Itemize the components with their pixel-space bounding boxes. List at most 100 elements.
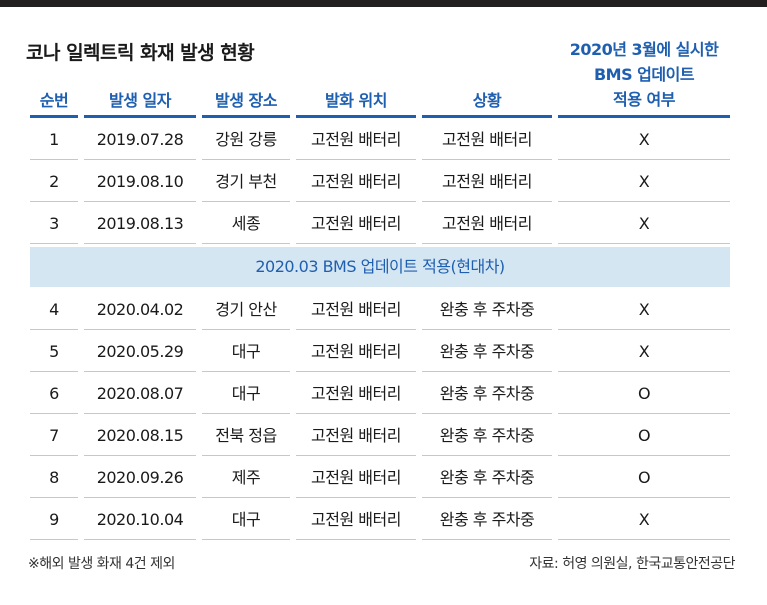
- row-divider: [296, 455, 416, 456]
- row-divider: [30, 497, 78, 498]
- cell-place: 전북 정읍: [215, 426, 277, 445]
- row-divider: [202, 455, 290, 456]
- cell-date: 2020.09.26: [96, 468, 184, 487]
- header-underline: [558, 115, 730, 118]
- cell-status: 완충 후 주차중: [439, 510, 535, 529]
- cell-bms-applied: X: [638, 300, 650, 319]
- cell-status: 고전원 배터리: [442, 172, 532, 191]
- table-row: 4 2020.04.02 경기 안산 고전원 배터리 완충 후 주차중 X: [0, 290, 767, 330]
- row-divider: [202, 243, 290, 244]
- cell-date: 2019.08.10: [96, 172, 184, 191]
- header-origin: 발화 위치: [325, 91, 387, 110]
- row-divider: [202, 159, 290, 160]
- row-divider: [30, 201, 78, 202]
- row-divider: [558, 201, 730, 202]
- cell-date: 2020.08.07: [96, 384, 184, 403]
- table-row: 1 2019.07.28 강원 강릉 고전원 배터리 고전원 배터리 X: [0, 120, 767, 160]
- cell-origin: 고전원 배터리: [311, 130, 401, 149]
- row-divider: [296, 413, 416, 414]
- row-divider: [202, 201, 290, 202]
- header-underline: [30, 115, 78, 118]
- row-divider: [296, 201, 416, 202]
- bms-update-band: 2020.03 BMS 업데이트 적용(현대차): [30, 247, 730, 287]
- cell-bms-applied: X: [638, 172, 650, 191]
- cell-number: 6: [49, 384, 59, 403]
- row-divider: [422, 329, 552, 330]
- cell-status: 고전원 배터리: [442, 130, 532, 149]
- row-divider: [422, 243, 552, 244]
- row-divider: [558, 413, 730, 414]
- row-divider: [296, 329, 416, 330]
- row-divider: [30, 371, 78, 372]
- cell-place: 경기 안산: [215, 300, 277, 319]
- row-divider: [558, 243, 730, 244]
- cell-place: 대구: [231, 384, 261, 403]
- cell-place: 제주: [231, 468, 261, 487]
- row-divider: [84, 201, 196, 202]
- row-divider: [202, 371, 290, 372]
- cell-number: 9: [49, 510, 59, 529]
- header-bms-line-1: 2020년 3월에 실시한: [569, 40, 719, 59]
- cell-status: 고전원 배터리: [442, 214, 532, 233]
- header-underline: [84, 115, 196, 118]
- table-row: 7 2020.08.15 전북 정읍 고전원 배터리 완충 후 주차중 O: [0, 416, 767, 456]
- row-divider: [30, 329, 78, 330]
- row-divider: [30, 243, 78, 244]
- cell-number: 1: [49, 130, 59, 149]
- header-bms-line-3: 적용 여부: [613, 90, 675, 109]
- row-divider: [84, 329, 196, 330]
- row-divider: [84, 413, 196, 414]
- cell-status: 완충 후 주차중: [439, 300, 535, 319]
- row-divider: [30, 455, 78, 456]
- cell-origin: 고전원 배터리: [311, 384, 401, 403]
- source-credit: 자료: 허영 의원실, 한국교통안전공단: [529, 556, 735, 572]
- row-divider: [202, 497, 290, 498]
- row-divider: [422, 371, 552, 372]
- cell-number: 3: [49, 214, 59, 233]
- cell-place: 경기 부천: [215, 172, 277, 191]
- cell-bms-applied: O: [637, 384, 651, 403]
- top-bar: [0, 0, 767, 7]
- cell-number: 7: [49, 426, 59, 445]
- cell-status: 완충 후 주차중: [439, 468, 535, 487]
- cell-date: 2019.08.13: [96, 214, 184, 233]
- row-divider: [558, 455, 730, 456]
- header-number: 순번: [39, 91, 69, 110]
- row-divider: [84, 159, 196, 160]
- cell-origin: 고전원 배터리: [311, 468, 401, 487]
- row-divider: [202, 329, 290, 330]
- row-divider: [422, 539, 552, 540]
- table-row: 8 2020.09.26 제주 고전원 배터리 완충 후 주차중 O: [0, 458, 767, 498]
- row-divider: [84, 371, 196, 372]
- row-divider: [296, 243, 416, 244]
- header-underline: [422, 115, 552, 118]
- cell-bms-applied: X: [638, 510, 650, 529]
- cell-number: 4: [49, 300, 59, 319]
- row-divider: [422, 201, 552, 202]
- cell-status: 완충 후 주차중: [439, 384, 535, 403]
- row-divider: [296, 497, 416, 498]
- footnote: ※해외 발생 화재 4건 제외: [28, 556, 175, 572]
- header-bms-applied: 2020년 3월에 실시한 BMS 업데이트 적용 여부: [558, 37, 730, 112]
- row-divider: [296, 539, 416, 540]
- cell-origin: 고전원 배터리: [311, 172, 401, 191]
- row-divider: [422, 455, 552, 456]
- cell-place: 대구: [231, 342, 261, 361]
- row-divider: [422, 413, 552, 414]
- cell-bms-applied: X: [638, 130, 650, 149]
- cell-number: 8: [49, 468, 59, 487]
- cell-bms-applied: X: [638, 214, 650, 233]
- cell-origin: 고전원 배터리: [311, 342, 401, 361]
- table-title: 코나 일렉트릭 화재 발생 현황: [26, 42, 255, 64]
- row-divider: [30, 539, 78, 540]
- table-row: 9 2020.10.04 대구 고전원 배터리 완충 후 주차중 X: [0, 500, 767, 540]
- header-bms-line-2: BMS 업데이트: [593, 65, 695, 84]
- cell-origin: 고전원 배터리: [311, 214, 401, 233]
- header-date: 발생 일자: [109, 91, 171, 110]
- cell-place: 대구: [231, 510, 261, 529]
- row-divider: [558, 329, 730, 330]
- row-divider: [422, 159, 552, 160]
- cell-date: 2020.05.29: [96, 342, 184, 361]
- row-divider: [558, 159, 730, 160]
- header-place: 발생 장소: [215, 91, 277, 110]
